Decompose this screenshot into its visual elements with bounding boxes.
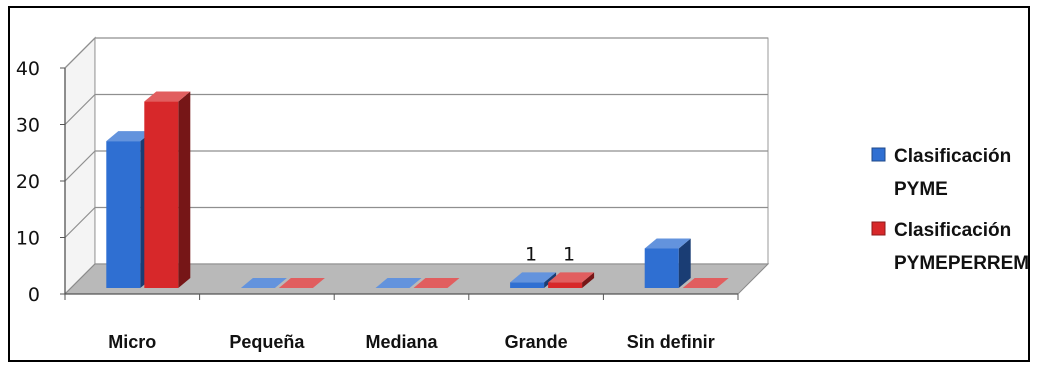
x-category-label: Pequeña xyxy=(229,332,305,352)
bar-clasificaci-n-pymeperrem-1 xyxy=(278,278,325,288)
legend-label: Clasificación xyxy=(894,220,1011,241)
bar-side xyxy=(178,91,191,288)
bar-clasificaci-n-pymeperrem-2 xyxy=(413,278,460,288)
gridlines xyxy=(64,37,768,295)
legend-label: PYMEPERREM xyxy=(894,253,1028,274)
y-tick-label: 0 xyxy=(28,284,40,306)
gridline-side-2 xyxy=(64,150,96,182)
legend: Clasificación PYME Clasificación PYMEPERREM xyxy=(871,146,1028,274)
bar-front xyxy=(106,141,141,288)
bar-top xyxy=(106,131,153,142)
y-tick-label: 40 xyxy=(16,58,40,80)
legend-swatch xyxy=(871,221,886,236)
gridline-side-4 xyxy=(64,37,96,69)
bar-front xyxy=(548,282,583,288)
bar-top xyxy=(375,278,422,288)
legend-entry-1: Clasificación PYMEPERREM xyxy=(871,220,1028,274)
y-tick-label: 10 xyxy=(16,228,40,250)
bar-top xyxy=(644,238,691,249)
bar-front xyxy=(144,101,179,288)
x-category-label: Micro xyxy=(108,332,156,352)
bar-clasificaci-n-pyme-2 xyxy=(375,278,422,288)
bars xyxy=(106,91,729,288)
bar-clasificaci-n-pyme-4 xyxy=(644,238,691,288)
legend-entry-0: Clasificación PYME xyxy=(871,146,1011,200)
bar-clasificaci-n-pyme-1 xyxy=(240,278,287,288)
legend-swatch xyxy=(871,147,886,162)
bar-top xyxy=(278,278,325,288)
bar-top xyxy=(548,272,595,283)
bar-top xyxy=(510,272,557,283)
bar-chart: 0 10 20 30 40 Micro Pequeña Mediana Grande Sin d… xyxy=(16,36,1028,352)
gridline-side-1 xyxy=(64,207,96,238)
bar-top xyxy=(144,91,191,102)
bar-clasificaci-n-pymeperrem-3 xyxy=(548,272,595,288)
y-tick-label: 20 xyxy=(16,171,40,193)
bar-top xyxy=(682,278,729,288)
bar-top xyxy=(240,278,287,288)
x-axis-categories: Micro Pequeña Mediana Grande Sin definir xyxy=(64,294,739,352)
bar-front xyxy=(510,282,545,288)
bar-clasificaci-n-pyme-3 xyxy=(510,272,557,288)
bar-clasificaci-n-pymeperrem-4 xyxy=(682,278,729,288)
x-category-label: Sin definir xyxy=(627,332,715,352)
bar-clasificaci-n-pymeperrem-0 xyxy=(144,91,191,288)
legend-label: Clasificación xyxy=(894,146,1011,167)
chart-frame: 0 10 20 30 40 Micro Pequeña Mediana Grande Sin d… xyxy=(8,6,1030,362)
bar-side xyxy=(582,272,595,288)
bar-front xyxy=(644,248,679,288)
data-label: 1 xyxy=(563,243,575,265)
x-category-label: Mediana xyxy=(365,332,438,352)
bar-top xyxy=(413,278,460,288)
y-tick-label: 30 xyxy=(16,115,40,137)
bar-side xyxy=(678,238,691,288)
data-label: 1 xyxy=(525,243,537,265)
x-category-label: Grande xyxy=(505,332,568,352)
gridline-side-3 xyxy=(64,94,96,125)
legend-label: PYME xyxy=(894,179,948,200)
y-axis-ticks: 0 10 20 30 40 xyxy=(16,58,65,306)
bar-side xyxy=(544,272,557,288)
